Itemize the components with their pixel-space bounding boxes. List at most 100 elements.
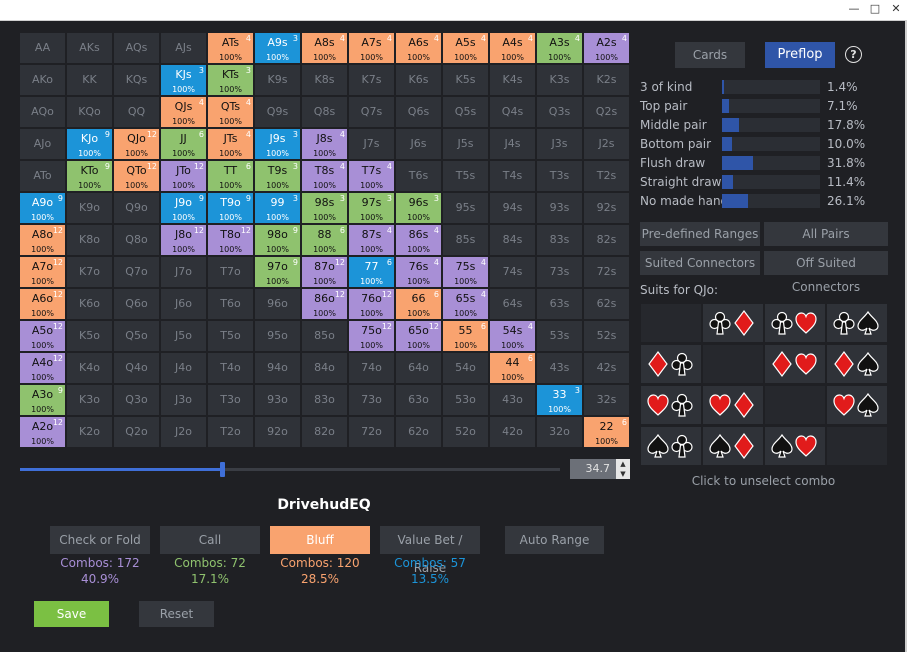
hand-cell[interactable]: QTs 4 100% <box>208 97 253 127</box>
hand-cell[interactable]: 72o <box>349 417 394 447</box>
hand-cell[interactable]: J7s <box>349 129 394 159</box>
hand-cell[interactable]: A7s 4 100% <box>349 33 394 63</box>
hand-cell[interactable]: 64s <box>490 289 535 319</box>
hand-cell[interactable]: 74o <box>349 353 394 383</box>
suit-combo-cell[interactable] <box>641 427 701 465</box>
hand-cell[interactable]: Q9o <box>114 193 159 223</box>
hand-cell[interactable]: A8o 12 100% <box>20 225 65 255</box>
hand-cell[interactable]: 96o <box>255 289 300 319</box>
hand-cell[interactable]: Q6o <box>114 289 159 319</box>
hand-cell[interactable]: 75o 12 100% <box>349 321 394 351</box>
hand-cell[interactable]: K9s <box>255 65 300 95</box>
hand-cell[interactable]: 62o <box>396 417 441 447</box>
hand-cell[interactable]: 63s <box>537 289 582 319</box>
hand-cell[interactable]: 42o <box>490 417 535 447</box>
off-suited-connectors-button[interactable]: Off Suited Connectors <box>764 251 888 294</box>
auto-range-button[interactable]: Auto Range <box>505 526 604 554</box>
hand-cell[interactable]: Q3s <box>537 97 582 127</box>
hand-cell[interactable]: AJo <box>20 129 65 159</box>
maximize-icon[interactable]: □ <box>869 2 881 15</box>
suit-combo-cell[interactable] <box>827 345 887 383</box>
hand-cell[interactable]: T7o <box>208 257 253 287</box>
hand-cell[interactable]: T6o <box>208 289 253 319</box>
hand-cell[interactable]: K8o <box>67 225 112 255</box>
suit-combo-cell[interactable] <box>641 386 701 424</box>
suit-combo-cell[interactable] <box>703 386 763 424</box>
hand-cell[interactable]: 82s <box>584 225 629 255</box>
check-or-fold-button[interactable]: Check or Fold <box>50 526 150 554</box>
hand-cell[interactable]: Q8s <box>302 97 347 127</box>
hand-cell[interactable]: KQo <box>67 97 112 127</box>
hand-cell[interactable]: 87o 12 100% <box>302 257 347 287</box>
hand-cell[interactable]: A5s 4 100% <box>443 33 488 63</box>
hand-cell[interactable]: QQ <box>114 97 159 127</box>
hand-cell[interactable]: QJo 12 100% <box>114 129 159 159</box>
hand-cell[interactable]: T9s 3 100% <box>255 161 300 191</box>
hand-cell[interactable]: TT 6 100% <box>208 161 253 191</box>
hand-cell[interactable]: J8s 4 100% <box>302 129 347 159</box>
hand-cell[interactable]: T3s <box>537 161 582 191</box>
hand-cell[interactable]: KJs 3 100% <box>161 65 206 95</box>
hand-cell[interactable]: A2s 4 100% <box>584 33 629 63</box>
reset-button[interactable]: Reset <box>139 601 214 627</box>
hand-cell[interactable]: K2o <box>67 417 112 447</box>
hand-cell[interactable]: JTs 4 100% <box>208 129 253 159</box>
suit-combo-cell[interactable] <box>765 345 825 383</box>
hand-cell[interactable]: T8o 12 100% <box>208 225 253 255</box>
hand-cell[interactable]: KTo 9 100% <box>67 161 112 191</box>
hand-cell[interactable]: K3s <box>537 65 582 95</box>
hand-cell[interactable]: 93o <box>255 385 300 415</box>
hand-cell[interactable]: K4s <box>490 65 535 95</box>
bluff-button[interactable]: Bluff <box>270 526 370 554</box>
hand-cell[interactable]: QTo 12 100% <box>114 161 159 191</box>
hand-cell[interactable]: 75s 4 100% <box>443 257 488 287</box>
hand-cell[interactable]: KQs <box>114 65 159 95</box>
hand-cell[interactable]: 53s <box>537 321 582 351</box>
value-bet-raise-button[interactable]: Value Bet / Raise <box>380 526 480 575</box>
spinner-down-icon[interactable]: ▼ <box>616 469 630 479</box>
predefined-ranges-button[interactable]: Pre-defined Ranges <box>640 222 760 246</box>
hand-cell[interactable]: T5s <box>443 161 488 191</box>
hand-cell[interactable]: 93s <box>537 193 582 223</box>
hand-cell[interactable]: 55 6 100% <box>443 321 488 351</box>
hand-cell[interactable]: AKo <box>20 65 65 95</box>
hand-cell[interactable]: 95s <box>443 193 488 223</box>
spinner-up-icon[interactable]: ▲ <box>616 459 630 469</box>
range-percent-input[interactable]: 34.7 <box>570 459 616 479</box>
hand-cell[interactable]: A5o 12 100% <box>20 321 65 351</box>
hand-cell[interactable]: J5o <box>161 321 206 351</box>
hand-cell[interactable]: 98o 9 100% <box>255 225 300 255</box>
hand-cell[interactable]: T4o <box>208 353 253 383</box>
hand-cell[interactable]: ATs 4 100% <box>208 33 253 63</box>
hand-cell[interactable]: T2o <box>208 417 253 447</box>
hand-cell[interactable]: 84s <box>490 225 535 255</box>
hand-cell[interactable]: 94s <box>490 193 535 223</box>
hand-cell[interactable]: 54o <box>443 353 488 383</box>
hand-cell[interactable]: T8s 4 100% <box>302 161 347 191</box>
hand-cell[interactable]: K8s <box>302 65 347 95</box>
suited-connectors-button[interactable]: Suited Connectors <box>640 251 760 275</box>
hand-cell[interactable]: J7o <box>161 257 206 287</box>
hand-cell[interactable]: J5s <box>443 129 488 159</box>
hand-cell[interactable]: 92o <box>255 417 300 447</box>
hand-cell[interactable]: 76o 12 100% <box>349 289 394 319</box>
hand-cell[interactable]: 52o <box>443 417 488 447</box>
help-icon[interactable]: ? <box>845 46 862 63</box>
hand-cell[interactable]: 33 3 100% <box>537 385 582 415</box>
hand-cell[interactable]: 74s <box>490 257 535 287</box>
hand-cell[interactable]: J3s <box>537 129 582 159</box>
hand-cell[interactable]: A6o 12 100% <box>20 289 65 319</box>
hand-cell[interactable]: Q4s <box>490 97 535 127</box>
hand-cell[interactable]: K6o <box>67 289 112 319</box>
hand-cell[interactable]: Q7o <box>114 257 159 287</box>
hand-cell[interactable]: T2s <box>584 161 629 191</box>
hand-cell[interactable]: KTs 3 100% <box>208 65 253 95</box>
hand-cell[interactable]: Q4o <box>114 353 159 383</box>
hand-cell[interactable]: 44 6 100% <box>490 353 535 383</box>
hand-cell[interactable]: T5o <box>208 321 253 351</box>
hand-cell[interactable]: A4o 12 100% <box>20 353 65 383</box>
hand-cell[interactable]: A9o 9 100% <box>20 193 65 223</box>
hand-cell[interactable]: T6s <box>396 161 441 191</box>
hand-cell[interactable]: Q3o <box>114 385 159 415</box>
range-slider[interactable] <box>20 462 560 477</box>
